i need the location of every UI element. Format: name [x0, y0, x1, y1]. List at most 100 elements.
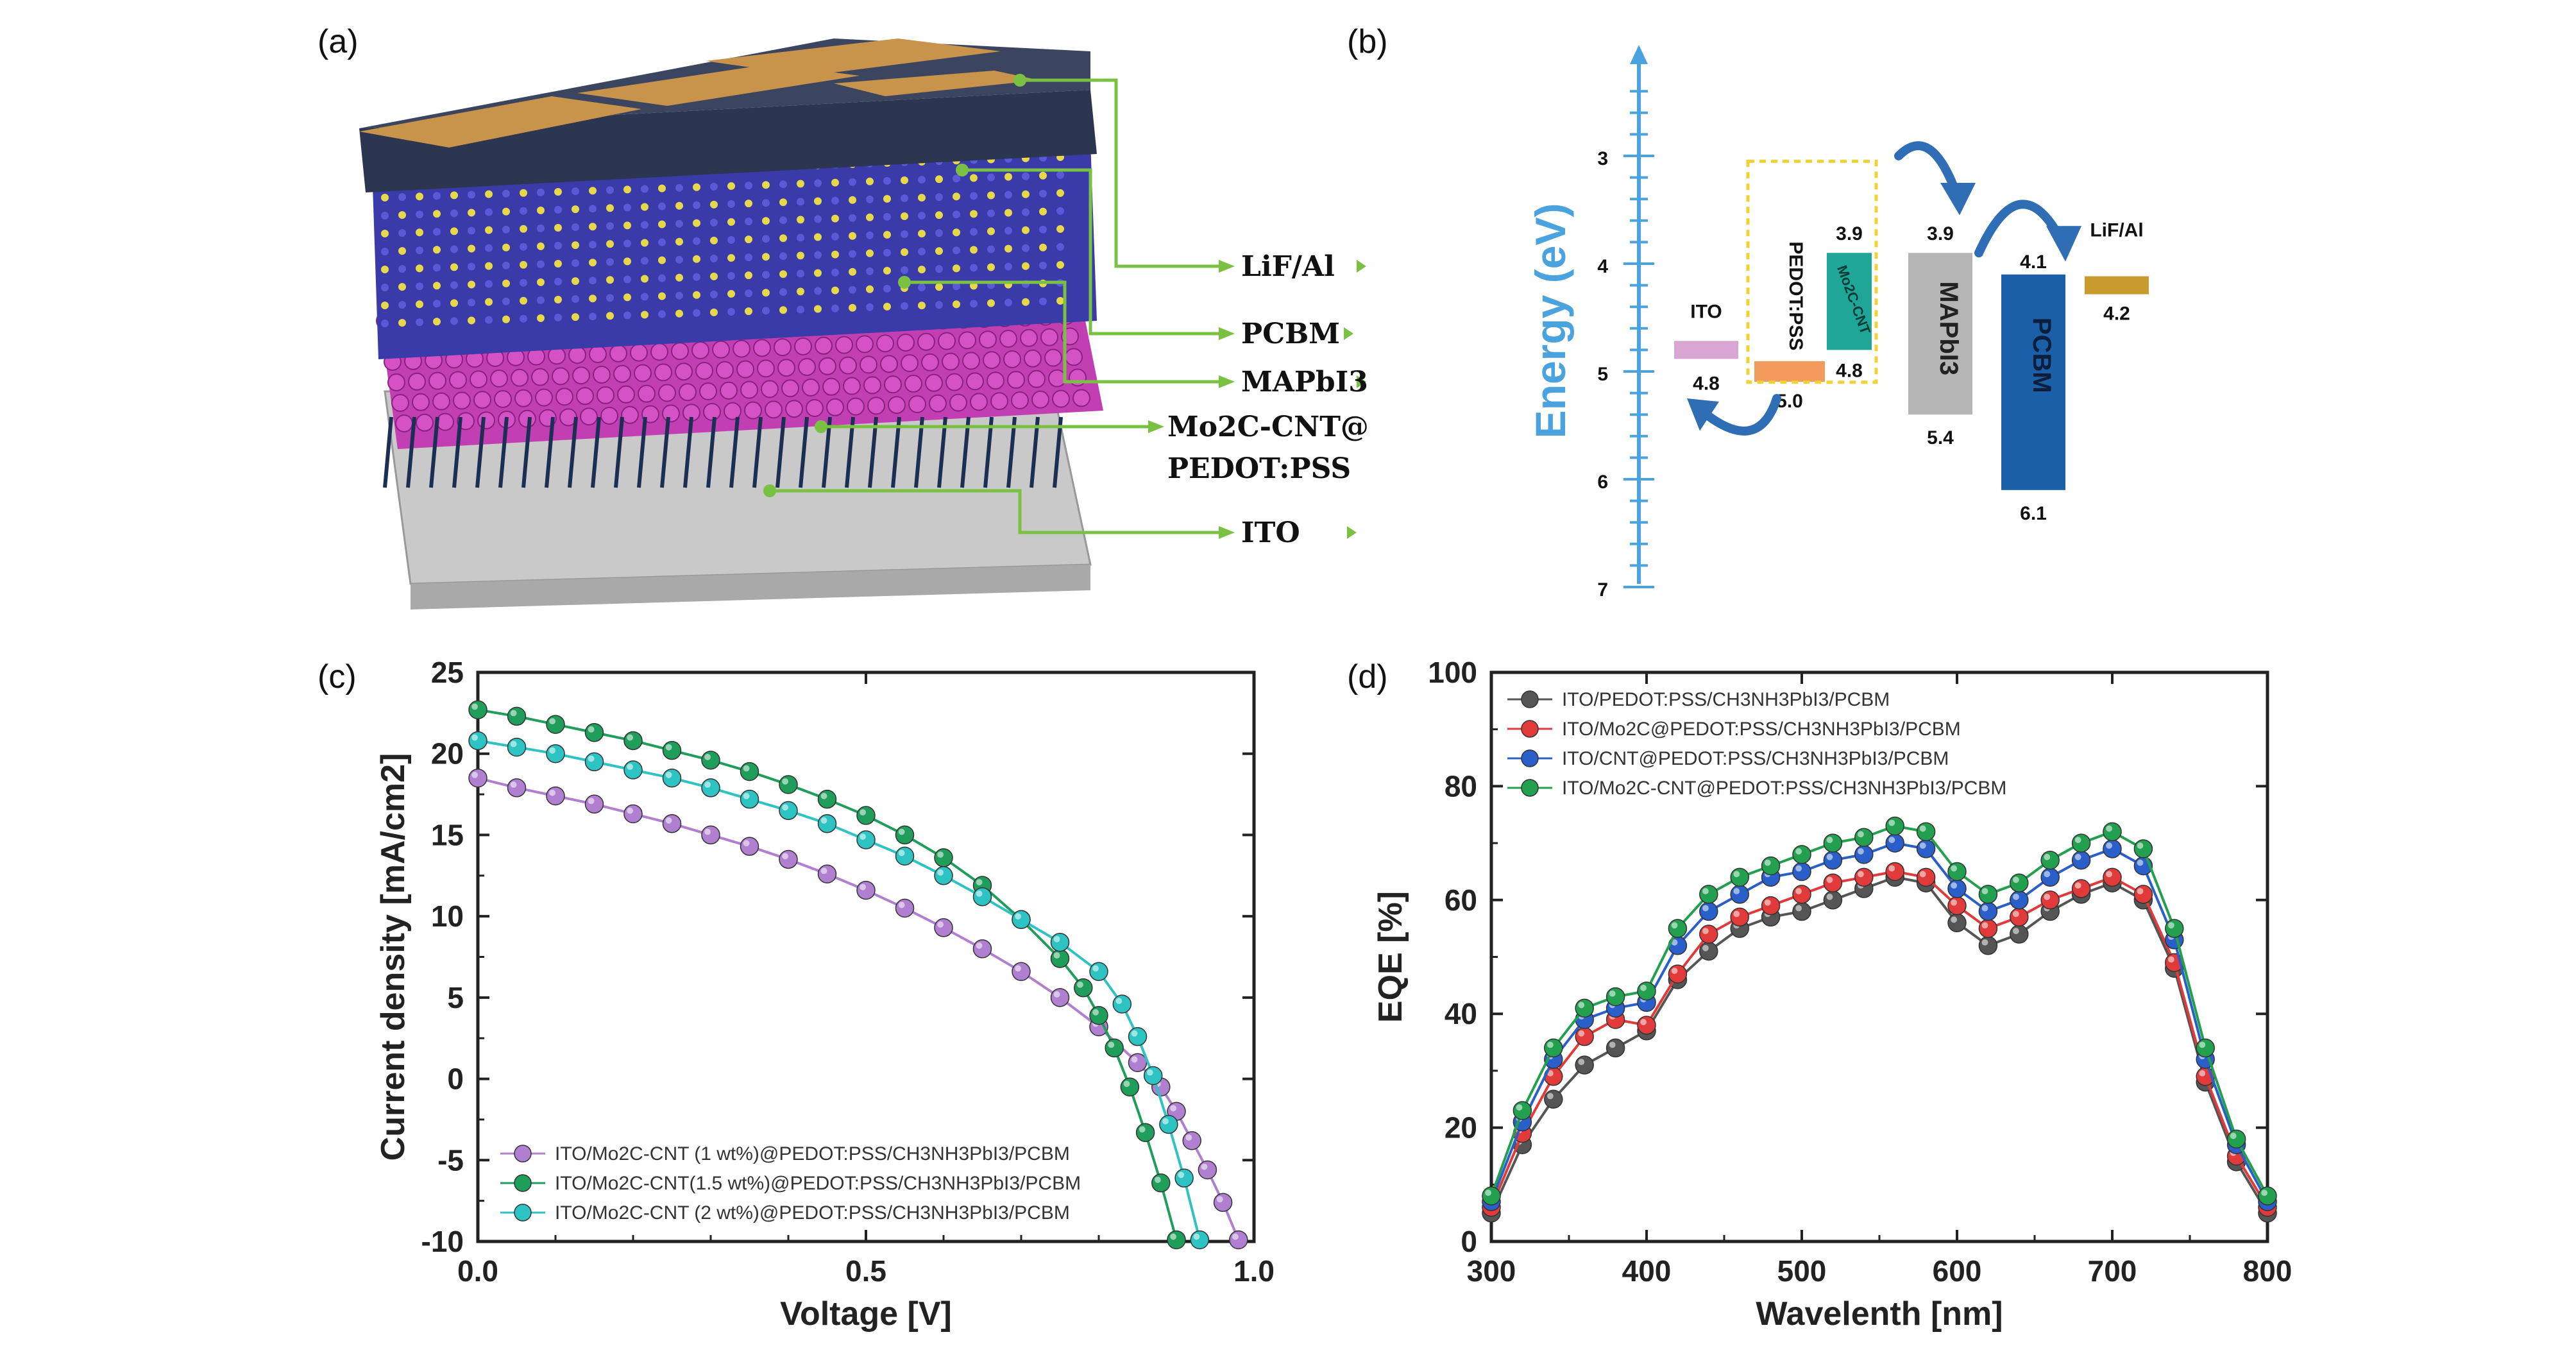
perovskite-atom	[416, 318, 423, 327]
pedot-sphere	[408, 372, 426, 391]
energy-tick-label: 4	[1597, 256, 1608, 277]
data-point-highlight	[2137, 842, 2144, 849]
data-point	[662, 768, 682, 788]
perovskite-atom	[935, 301, 943, 309]
pedot-sphere	[395, 414, 413, 432]
perovskite-atom	[1004, 191, 1012, 199]
pedot-sphere	[949, 393, 967, 412]
data-point-highlight	[549, 718, 555, 725]
data-point-highlight	[1077, 981, 1083, 988]
pedot-sphere	[740, 380, 758, 399]
data-point	[1012, 910, 1031, 929]
data-point-highlight	[1795, 865, 1802, 872]
perovskite-atom	[554, 188, 562, 196]
data-point	[895, 825, 915, 845]
perovskite-atom	[572, 277, 579, 286]
ito-level	[1674, 341, 1738, 359]
perovskite-atom	[589, 312, 597, 321]
perovskite-atom	[589, 205, 597, 213]
perovskite-atom	[658, 238, 666, 246]
pedot-sphere	[1065, 348, 1083, 366]
perovskite-atom	[849, 178, 856, 186]
perovskite-atom	[901, 248, 908, 256]
pedot-sphere	[983, 351, 1001, 370]
cnt-fiber	[822, 416, 832, 488]
perovskite-atom	[1039, 261, 1047, 269]
data-point-highlight	[588, 726, 595, 733]
perovskite-atom	[918, 176, 926, 184]
y-tick-label: 40	[1445, 997, 1477, 1030]
data-point	[1978, 901, 1998, 921]
layer-label-mo2c-cnt: Mo2C-CNT@	[1167, 411, 1369, 443]
perovskite-atom	[468, 244, 475, 253]
perovskite-atom	[710, 200, 718, 209]
pedot-sphere	[699, 382, 717, 400]
data-point-highlight	[1053, 991, 1060, 998]
energy-tick-label: 6	[1597, 472, 1608, 493]
device-schematic	[359, 38, 1103, 610]
perovskite-atom	[381, 320, 389, 327]
perovskite-atom	[831, 178, 839, 187]
perovskite-atom	[398, 319, 406, 327]
pedot-sphere	[1007, 371, 1025, 389]
perovskite-atom	[398, 229, 406, 237]
cnt-fiber	[1030, 416, 1040, 488]
perovskite-atom	[935, 247, 943, 255]
data-point-highlight	[1609, 1041, 1616, 1048]
perovskite-atom	[623, 257, 631, 266]
data-point	[701, 825, 720, 845]
perovskite-atom	[502, 243, 510, 251]
data-point-highlight	[510, 781, 517, 788]
perovskite-atom	[675, 309, 683, 318]
perovskite-atom	[468, 209, 475, 217]
data-point-highlight	[1858, 871, 1864, 878]
data-point-highlight	[1702, 888, 1709, 894]
pedot-sphere	[716, 361, 734, 379]
perovskite-atom	[727, 290, 735, 298]
mapbi3-level	[1908, 253, 1972, 415]
pedot-sphere	[1024, 349, 1042, 368]
perovskite-atom	[970, 210, 978, 218]
perovskite-atom	[762, 253, 770, 261]
layer-label-ito: ITO	[1241, 516, 1300, 549]
perovskite-atom	[641, 275, 648, 283]
perovskite-atom	[450, 317, 458, 325]
perovskite-atom	[797, 234, 804, 242]
perovskite-atom	[745, 307, 752, 316]
data-point-highlight	[937, 869, 944, 876]
perovskite-atom	[606, 312, 614, 320]
x-tick-label: 300	[1467, 1254, 1516, 1288]
data-point	[1174, 1168, 1194, 1188]
perovskite-atom	[883, 212, 891, 221]
pedot-sphere	[720, 381, 738, 400]
data-point-highlight	[743, 840, 750, 847]
data-point	[1575, 1055, 1594, 1075]
perovskite-atom	[814, 251, 822, 259]
perovskite-atom	[381, 302, 389, 309]
data-point-highlight	[1981, 922, 1988, 929]
data-point	[1637, 981, 1656, 1001]
perovskite-atom	[433, 300, 441, 308]
data-point	[1050, 988, 1070, 1007]
data-point-highlight	[1201, 1163, 1208, 1170]
pedot-sphere	[1040, 328, 1058, 346]
data-point	[2010, 873, 2029, 892]
x-axis-title: Voltage [V]	[780, 1295, 952, 1333]
data-point	[1823, 873, 1843, 892]
data-point	[546, 744, 565, 763]
data-point-highlight	[2013, 876, 2019, 883]
data-point	[2133, 839, 2153, 858]
data-point	[1128, 1053, 1148, 1072]
data-point-highlight	[2013, 928, 2019, 935]
perovskite-atom	[675, 219, 683, 228]
cnt-fiber	[521, 416, 532, 488]
perovskite-atom	[433, 192, 441, 200]
perovskite-atom	[433, 318, 441, 326]
lifal-value: 4.2	[2103, 303, 2130, 325]
perovskite-atom	[520, 189, 527, 197]
data-point	[546, 715, 565, 734]
data-point-highlight	[665, 817, 672, 824]
y-axis-title: EQE [%]	[1372, 891, 1409, 1023]
pedot-sphere	[917, 332, 935, 351]
perovskite-atom	[485, 298, 493, 306]
